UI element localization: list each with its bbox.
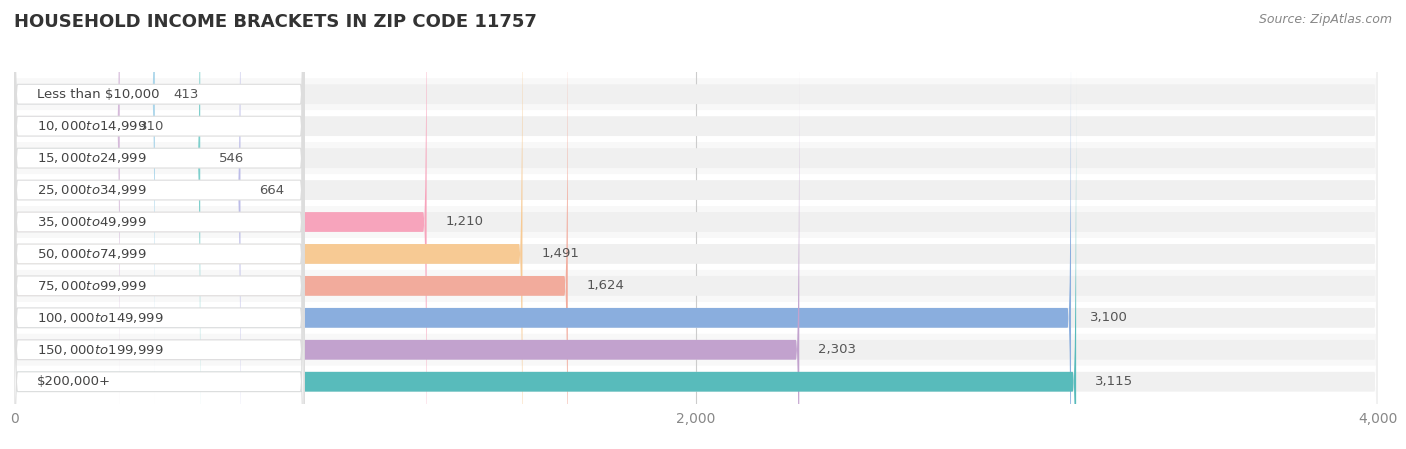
Text: $10,000 to $14,999: $10,000 to $14,999 (37, 119, 146, 133)
FancyBboxPatch shape (14, 0, 523, 449)
FancyBboxPatch shape (14, 72, 304, 449)
Text: 3,115: 3,115 (1095, 375, 1133, 388)
Text: 413: 413 (173, 88, 200, 101)
FancyBboxPatch shape (14, 0, 1378, 449)
FancyBboxPatch shape (14, 40, 304, 449)
Text: 3,100: 3,100 (1090, 311, 1128, 324)
FancyBboxPatch shape (14, 0, 304, 449)
FancyBboxPatch shape (14, 78, 1378, 110)
FancyBboxPatch shape (14, 0, 304, 449)
FancyBboxPatch shape (14, 0, 200, 449)
FancyBboxPatch shape (14, 366, 1378, 398)
Text: 1,210: 1,210 (446, 216, 484, 229)
FancyBboxPatch shape (14, 0, 120, 436)
FancyBboxPatch shape (14, 0, 304, 436)
Text: $25,000 to $34,999: $25,000 to $34,999 (37, 183, 146, 197)
Text: 664: 664 (259, 184, 284, 197)
FancyBboxPatch shape (14, 0, 1378, 436)
FancyBboxPatch shape (14, 0, 1378, 449)
Text: $75,000 to $99,999: $75,000 to $99,999 (37, 279, 146, 293)
FancyBboxPatch shape (14, 0, 1378, 449)
FancyBboxPatch shape (14, 142, 1378, 174)
FancyBboxPatch shape (14, 0, 304, 404)
Text: $150,000 to $199,999: $150,000 to $199,999 (37, 343, 163, 357)
FancyBboxPatch shape (14, 8, 304, 449)
FancyBboxPatch shape (14, 40, 799, 449)
FancyBboxPatch shape (14, 40, 1378, 449)
Text: Source: ZipAtlas.com: Source: ZipAtlas.com (1258, 13, 1392, 26)
Text: $100,000 to $149,999: $100,000 to $149,999 (37, 311, 163, 325)
FancyBboxPatch shape (14, 0, 304, 449)
FancyBboxPatch shape (14, 0, 1378, 404)
FancyBboxPatch shape (14, 0, 240, 449)
FancyBboxPatch shape (14, 174, 1378, 206)
Text: $15,000 to $24,999: $15,000 to $24,999 (37, 151, 146, 165)
FancyBboxPatch shape (14, 0, 155, 404)
FancyBboxPatch shape (14, 0, 1378, 449)
Text: $35,000 to $49,999: $35,000 to $49,999 (37, 215, 146, 229)
FancyBboxPatch shape (14, 72, 1076, 449)
Text: 2,303: 2,303 (818, 343, 856, 357)
FancyBboxPatch shape (14, 8, 1378, 449)
FancyBboxPatch shape (14, 0, 304, 449)
Text: Less than $10,000: Less than $10,000 (37, 88, 160, 101)
Text: 1,491: 1,491 (541, 247, 579, 260)
FancyBboxPatch shape (14, 270, 1378, 302)
FancyBboxPatch shape (14, 238, 1378, 270)
FancyBboxPatch shape (14, 302, 1378, 334)
FancyBboxPatch shape (14, 8, 1071, 449)
FancyBboxPatch shape (14, 334, 1378, 366)
Text: 1,624: 1,624 (586, 279, 624, 292)
FancyBboxPatch shape (14, 72, 1378, 449)
Text: $200,000+: $200,000+ (37, 375, 111, 388)
Text: $50,000 to $74,999: $50,000 to $74,999 (37, 247, 146, 261)
FancyBboxPatch shape (14, 0, 426, 449)
Text: HOUSEHOLD INCOME BRACKETS IN ZIP CODE 11757: HOUSEHOLD INCOME BRACKETS IN ZIP CODE 11… (14, 13, 537, 31)
FancyBboxPatch shape (14, 206, 1378, 238)
FancyBboxPatch shape (14, 0, 304, 449)
FancyBboxPatch shape (14, 0, 568, 449)
FancyBboxPatch shape (14, 110, 1378, 142)
Text: 310: 310 (139, 119, 165, 132)
Text: 546: 546 (219, 152, 245, 165)
FancyBboxPatch shape (14, 0, 1378, 449)
